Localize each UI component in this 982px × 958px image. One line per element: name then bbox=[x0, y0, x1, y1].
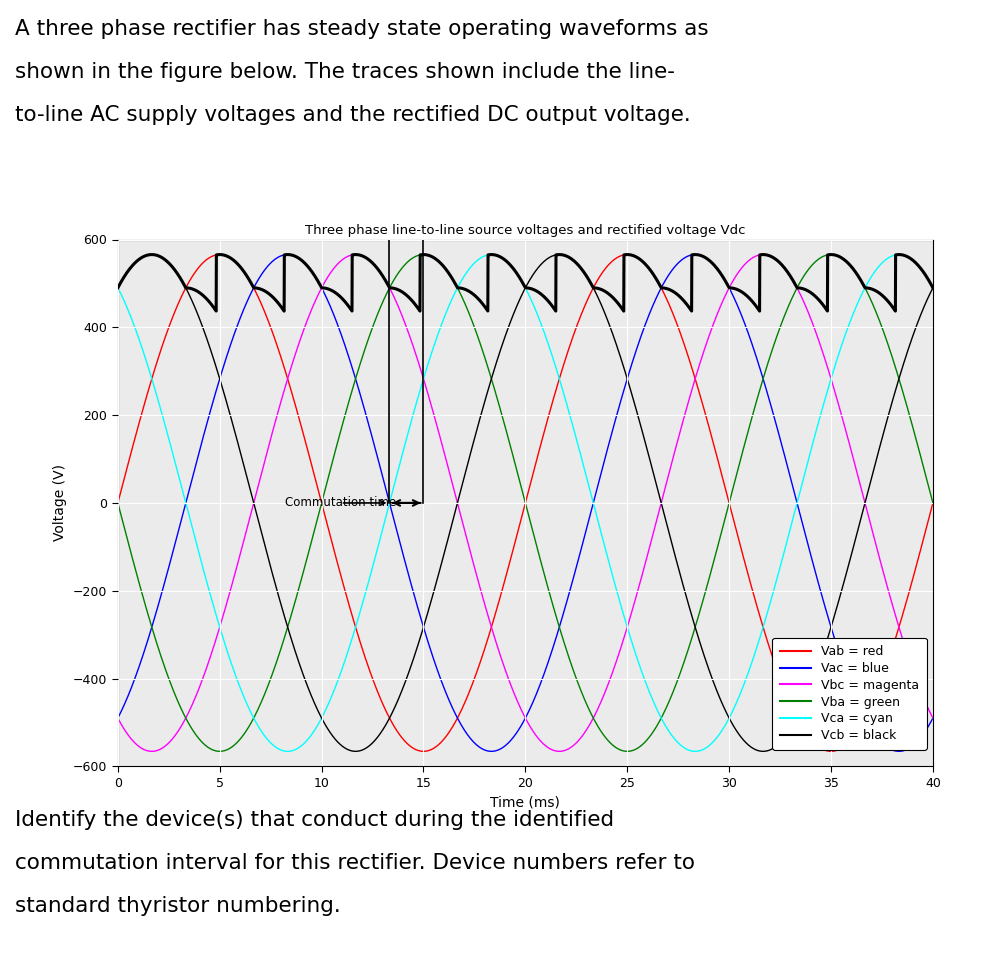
Text: Commutation time: Commutation time bbox=[285, 496, 396, 510]
Text: A three phase rectifier has steady state operating waveforms as: A three phase rectifier has steady state… bbox=[15, 19, 708, 39]
Text: Identify the device(s) that conduct during the identified: Identify the device(s) that conduct duri… bbox=[15, 810, 614, 830]
Y-axis label: Voltage (V): Voltage (V) bbox=[53, 465, 68, 541]
Text: standard thyristor numbering.: standard thyristor numbering. bbox=[15, 896, 341, 916]
Text: commutation interval for this rectifier. Device numbers refer to: commutation interval for this rectifier.… bbox=[15, 853, 694, 873]
Text: to-line AC supply voltages and the rectified DC output voltage.: to-line AC supply voltages and the recti… bbox=[15, 105, 690, 125]
X-axis label: Time (ms): Time (ms) bbox=[490, 795, 561, 810]
Text: shown in the figure below. The traces shown include the line-: shown in the figure below. The traces sh… bbox=[15, 62, 675, 82]
Title: Three phase line-to-line source voltages and rectified voltage Vdc: Three phase line-to-line source voltages… bbox=[305, 224, 745, 237]
Legend: Vab = red, Vac = blue, Vbc = magenta, Vba = green, Vca = cyan, Vcb = black: Vab = red, Vac = blue, Vbc = magenta, Vb… bbox=[772, 638, 927, 749]
